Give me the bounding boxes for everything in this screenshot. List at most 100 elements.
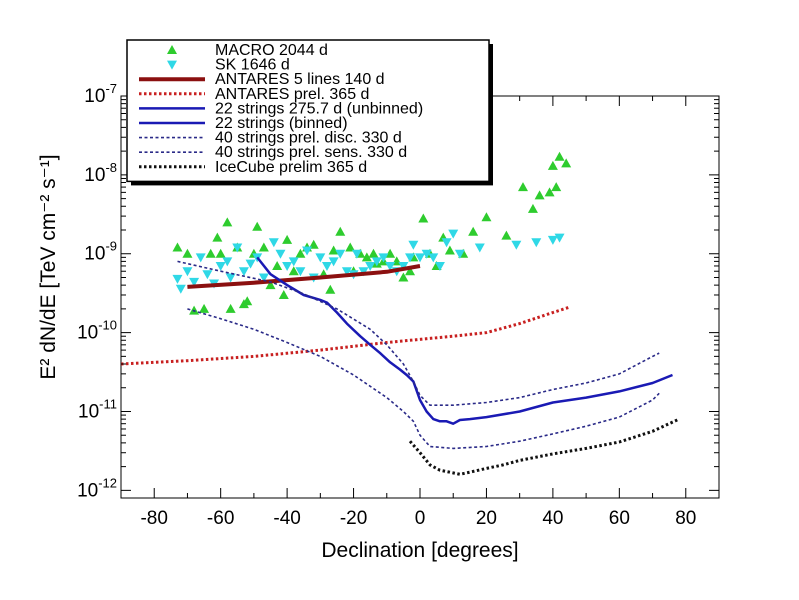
legend-label: SK 1646 d bbox=[215, 57, 290, 74]
data-point bbox=[527, 203, 538, 213]
data-point bbox=[554, 233, 565, 243]
series-7 bbox=[187, 308, 660, 450]
data-point bbox=[371, 257, 382, 267]
data-point bbox=[454, 249, 465, 259]
data-point bbox=[544, 187, 555, 197]
data-point bbox=[547, 160, 558, 170]
y-axis-label: E² dN/dE [TeV cm⁻² s⁻¹] bbox=[37, 154, 60, 379]
legend-label: ANTARES 5 lines 140 d bbox=[215, 71, 385, 88]
data-point bbox=[474, 243, 485, 253]
data-point bbox=[225, 273, 236, 283]
data-point bbox=[444, 245, 455, 255]
data-point bbox=[368, 248, 379, 258]
x-tick-label: -20 bbox=[340, 508, 367, 529]
data-point bbox=[501, 230, 512, 240]
data-point bbox=[385, 261, 396, 271]
series-layer bbox=[121, 151, 680, 476]
data-point bbox=[321, 261, 332, 271]
series-line bbox=[408, 417, 680, 476]
data-point bbox=[328, 245, 339, 255]
data-point bbox=[335, 226, 346, 236]
data-point bbox=[448, 229, 459, 239]
series-2 bbox=[187, 264, 421, 289]
data-point bbox=[172, 242, 183, 252]
data-point bbox=[554, 151, 565, 161]
data-point bbox=[182, 248, 193, 258]
legend-label: ANTARES prel. 365 d bbox=[215, 86, 369, 103]
data-point bbox=[252, 221, 263, 231]
data-point bbox=[434, 261, 445, 271]
data-point bbox=[258, 273, 269, 283]
x-tick-label: -40 bbox=[273, 508, 300, 529]
data-point bbox=[481, 212, 492, 222]
data-point bbox=[378, 253, 389, 263]
x-tick-label: 60 bbox=[609, 508, 630, 529]
data-point bbox=[282, 261, 293, 271]
data-point bbox=[272, 260, 283, 270]
data-point bbox=[189, 277, 200, 287]
data-point bbox=[199, 303, 210, 313]
legend-label: 40 strings prel. disc. 330 d bbox=[215, 130, 402, 147]
data-point bbox=[172, 274, 183, 284]
series-line bbox=[256, 256, 673, 425]
data-point bbox=[365, 261, 376, 271]
series-3 bbox=[121, 305, 570, 366]
data-point bbox=[258, 242, 269, 252]
data-point bbox=[335, 249, 346, 259]
data-point bbox=[242, 296, 253, 306]
data-point bbox=[428, 253, 439, 263]
data-point bbox=[278, 289, 289, 299]
data-point bbox=[222, 217, 233, 227]
legend-label: 22 strings 275.7 d (unbinned) bbox=[215, 100, 423, 117]
data-point bbox=[328, 257, 339, 267]
data-point bbox=[398, 272, 409, 282]
legend-label: 40 strings prel. sens. 330 d bbox=[215, 144, 407, 161]
series-line bbox=[187, 308, 660, 450]
data-point bbox=[302, 246, 313, 256]
data-point bbox=[511, 240, 522, 250]
data-point bbox=[215, 248, 226, 258]
legend-label: 22 strings (binned) bbox=[215, 115, 348, 132]
y-tick-label: 10-7 bbox=[84, 81, 117, 107]
legend-label: MACRO 2044 d bbox=[215, 42, 328, 59]
y-tick-label: 10-10 bbox=[77, 318, 117, 344]
data-point bbox=[405, 253, 416, 263]
series-line bbox=[121, 305, 570, 366]
legend-swatch bbox=[167, 45, 177, 54]
data-point bbox=[468, 226, 479, 236]
y-tick-label: 10-12 bbox=[77, 475, 117, 501]
x-axis: -80 -60 -40 -20 0 20 40 60 80 bbox=[120, 96, 720, 529]
data-point bbox=[405, 266, 416, 276]
x-axis-label: Declination [degrees] bbox=[321, 539, 518, 562]
data-point bbox=[215, 261, 226, 271]
data-point bbox=[295, 267, 306, 277]
legend-label: IceCube prelim 365 d bbox=[215, 159, 367, 176]
legend-swatch bbox=[167, 60, 177, 70]
data-point bbox=[295, 248, 306, 258]
data-point bbox=[534, 190, 545, 200]
data-point bbox=[202, 270, 213, 280]
data-point bbox=[222, 257, 233, 267]
data-point bbox=[517, 182, 528, 192]
data-point bbox=[415, 253, 425, 263]
data-point bbox=[288, 266, 299, 276]
data-point bbox=[245, 259, 256, 269]
series-1 bbox=[172, 229, 565, 294]
data-point bbox=[232, 243, 243, 253]
data-point bbox=[441, 238, 452, 248]
data-point bbox=[182, 267, 193, 277]
y-tick-label: 10-9 bbox=[84, 239, 117, 265]
data-point bbox=[212, 232, 223, 242]
data-point bbox=[408, 240, 419, 250]
data-point bbox=[341, 267, 352, 277]
y-tick-label: 10-11 bbox=[78, 396, 117, 422]
data-point bbox=[205, 248, 216, 258]
data-point bbox=[225, 303, 236, 313]
data-point bbox=[531, 238, 542, 248]
y-tick-label: 10-8 bbox=[84, 160, 117, 186]
data-point bbox=[398, 261, 409, 271]
x-tick-label: 80 bbox=[675, 508, 696, 529]
data-point bbox=[195, 253, 206, 263]
